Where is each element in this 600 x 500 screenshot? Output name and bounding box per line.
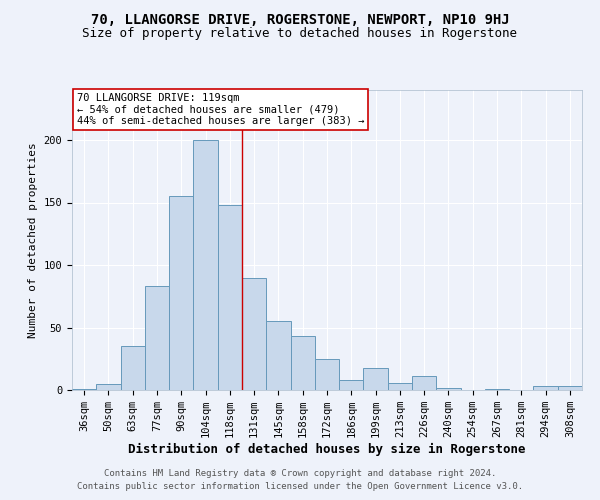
Bar xyxy=(533,386,558,390)
Bar xyxy=(266,322,290,390)
Text: Contains public sector information licensed under the Open Government Licence v3: Contains public sector information licen… xyxy=(77,482,523,491)
Bar xyxy=(242,278,266,390)
Bar xyxy=(485,389,509,390)
Y-axis label: Number of detached properties: Number of detached properties xyxy=(28,142,38,338)
Bar xyxy=(145,286,169,390)
Bar xyxy=(558,386,582,390)
Bar xyxy=(388,382,412,390)
Bar xyxy=(218,205,242,390)
Bar xyxy=(193,140,218,390)
Bar xyxy=(412,376,436,390)
X-axis label: Distribution of detached houses by size in Rogerstone: Distribution of detached houses by size … xyxy=(128,443,526,456)
Bar xyxy=(364,368,388,390)
Text: 70 LLANGORSE DRIVE: 119sqm
← 54% of detached houses are smaller (479)
44% of sem: 70 LLANGORSE DRIVE: 119sqm ← 54% of deta… xyxy=(77,93,365,126)
Bar xyxy=(121,346,145,390)
Text: Size of property relative to detached houses in Rogerstone: Size of property relative to detached ho… xyxy=(83,28,517,40)
Bar xyxy=(315,359,339,390)
Bar xyxy=(339,380,364,390)
Bar xyxy=(96,384,121,390)
Text: 70, LLANGORSE DRIVE, ROGERSTONE, NEWPORT, NP10 9HJ: 70, LLANGORSE DRIVE, ROGERSTONE, NEWPORT… xyxy=(91,12,509,26)
Bar xyxy=(72,389,96,390)
Bar xyxy=(169,196,193,390)
Text: Contains HM Land Registry data ® Crown copyright and database right 2024.: Contains HM Land Registry data ® Crown c… xyxy=(104,468,496,477)
Bar xyxy=(436,388,461,390)
Bar xyxy=(290,336,315,390)
